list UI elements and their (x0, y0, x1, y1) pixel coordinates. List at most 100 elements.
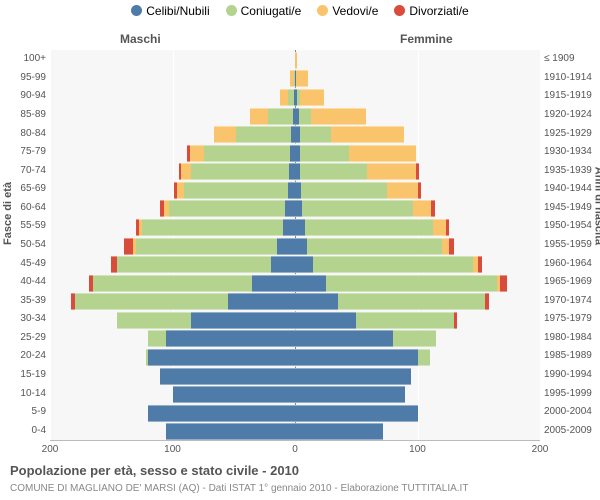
male-bar (124, 238, 295, 253)
bar-segment (295, 219, 305, 236)
age-label: 75-79 (0, 146, 46, 157)
bar-segment (449, 238, 454, 255)
birth-year-label: 1970-1974 (544, 295, 600, 306)
birth-year-label: 1965-1969 (544, 276, 600, 287)
birth-year-label: 1935-1939 (544, 165, 600, 176)
birth-year-label: 1975-1979 (544, 313, 600, 324)
bar-segment (166, 330, 295, 347)
female-bar (295, 368, 411, 383)
bar-segment (296, 70, 308, 87)
male-bar (174, 182, 295, 197)
bar-segment (285, 200, 295, 217)
bar-segment (418, 182, 422, 199)
bar-segment (117, 256, 270, 273)
age-label: 100+ (0, 53, 46, 64)
bar-segment (295, 368, 411, 385)
male-bar (214, 126, 295, 141)
bar-segment (295, 275, 326, 292)
pyramid-row (50, 386, 540, 401)
pyramid-row (50, 163, 540, 178)
bar-segment (283, 219, 295, 236)
female-bar (295, 405, 418, 420)
female-bar (295, 275, 507, 290)
bar-segment (142, 219, 283, 236)
plot-area (50, 50, 540, 441)
bar-segment (280, 89, 287, 106)
age-label: 15-19 (0, 369, 46, 380)
birth-year-label: 1955-1959 (544, 239, 600, 250)
bar-segment (311, 108, 366, 125)
bar-segment (356, 312, 454, 329)
female-bar (295, 182, 421, 197)
bar-segment (268, 108, 293, 125)
birth-year-label: 1945-1949 (544, 202, 600, 213)
age-label: 50-54 (0, 239, 46, 250)
legend-label: Divorziati/e (409, 4, 468, 18)
age-label: 55-59 (0, 220, 46, 231)
bar-segment (300, 145, 349, 162)
bar-segment (305, 219, 434, 236)
birth-year-label: 1985-1989 (544, 350, 600, 361)
age-label: 60-64 (0, 202, 46, 213)
legend-item: Celibi/Nubili (131, 4, 209, 18)
age-label: 85-89 (0, 109, 46, 120)
age-label: 20-24 (0, 350, 46, 361)
female-bar (295, 349, 430, 364)
bar-segment (214, 126, 236, 143)
x-tick-label: 200 (532, 444, 549, 455)
male-bar (250, 108, 295, 123)
bar-segment (367, 163, 416, 180)
bar-segment (124, 238, 134, 255)
bar-segment (349, 145, 416, 162)
bar-segment (331, 126, 405, 143)
pyramid-row (50, 145, 540, 160)
female-bar (295, 312, 457, 327)
male-bar (179, 163, 295, 178)
birth-year-label: 2000-2004 (544, 406, 600, 417)
birth-year-label: 1915-1919 (544, 90, 600, 101)
pyramid-row (50, 275, 540, 290)
bar-segment (295, 256, 313, 273)
male-bar (160, 368, 295, 383)
age-label: 10-14 (0, 388, 46, 399)
bar-segment (295, 312, 356, 329)
bar-segment (338, 293, 485, 310)
birth-year-label: ≤ 1909 (544, 53, 600, 64)
male-header: Maschi (120, 32, 161, 46)
birth-year-label: 1925-1929 (544, 128, 600, 139)
pyramid-row (50, 405, 540, 420)
female-bar (295, 330, 436, 345)
female-bar (295, 293, 489, 308)
bar-segment (300, 163, 367, 180)
bar-segment (301, 182, 387, 199)
grid-line (540, 50, 541, 440)
population-pyramid-chart: Celibi/NubiliConiugati/eVedovi/eDivorzia… (0, 0, 600, 500)
bar-segment (191, 163, 289, 180)
bar-segment (295, 238, 307, 255)
bar-segment (184, 182, 288, 199)
x-tick-label: 0 (292, 444, 298, 455)
bar-segment (416, 163, 418, 180)
age-label: 80-84 (0, 128, 46, 139)
bar-segment (302, 200, 412, 217)
birth-year-label: 1910-1914 (544, 72, 600, 83)
bar-segment (442, 238, 449, 255)
bar-segment (295, 330, 393, 347)
bar-segment (299, 108, 311, 125)
bar-segment (136, 238, 277, 255)
pyramid-row (50, 312, 540, 327)
bar-segment (173, 386, 296, 403)
male-bar (173, 386, 296, 401)
pyramid-row (50, 182, 540, 197)
bar-segment (148, 349, 295, 366)
bar-segment (326, 275, 498, 292)
bar-segment (295, 293, 338, 310)
female-bar (295, 52, 297, 67)
pyramid-row (50, 256, 540, 271)
bar-segment (148, 330, 166, 347)
bar-segment (228, 293, 295, 310)
age-label: 70-74 (0, 165, 46, 176)
bar-segment (288, 182, 295, 199)
male-bar (187, 145, 295, 160)
age-label: 65-69 (0, 183, 46, 194)
